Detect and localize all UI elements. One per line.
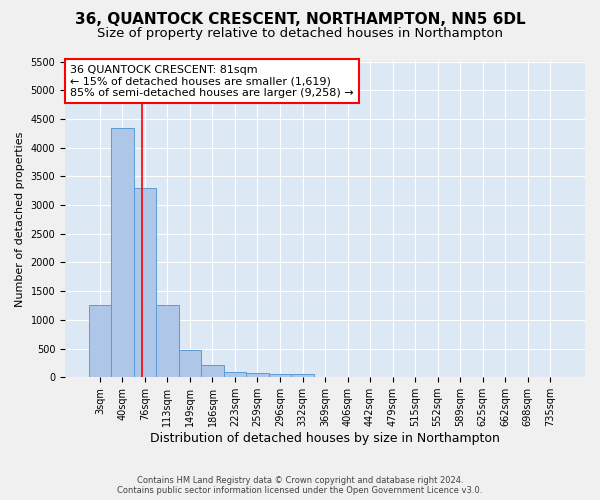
Bar (246, 373, 269, 377)
Text: 36 QUANTOCK CRESCENT: 81sqm
← 15% of detached houses are smaller (1,619)
85% of : 36 QUANTOCK CRESCENT: 81sqm ← 15% of det… (70, 64, 354, 98)
Text: 36, QUANTOCK CRESCENT, NORTHAMPTON, NN5 6DL: 36, QUANTOCK CRESCENT, NORTHAMPTON, NN5 … (74, 12, 526, 28)
Bar (269, 374, 291, 377)
Bar (224, 372, 246, 377)
Bar (89, 306, 111, 377)
Bar (134, 188, 156, 377)
X-axis label: Distribution of detached houses by size in Northampton: Distribution of detached houses by size … (150, 432, 500, 445)
Bar (201, 364, 224, 377)
Y-axis label: Number of detached properties: Number of detached properties (15, 132, 25, 307)
Bar (111, 128, 134, 377)
Bar (179, 350, 201, 377)
Bar (156, 306, 179, 377)
Text: Size of property relative to detached houses in Northampton: Size of property relative to detached ho… (97, 28, 503, 40)
Bar (291, 374, 314, 377)
Text: Contains HM Land Registry data © Crown copyright and database right 2024.
Contai: Contains HM Land Registry data © Crown c… (118, 476, 482, 495)
